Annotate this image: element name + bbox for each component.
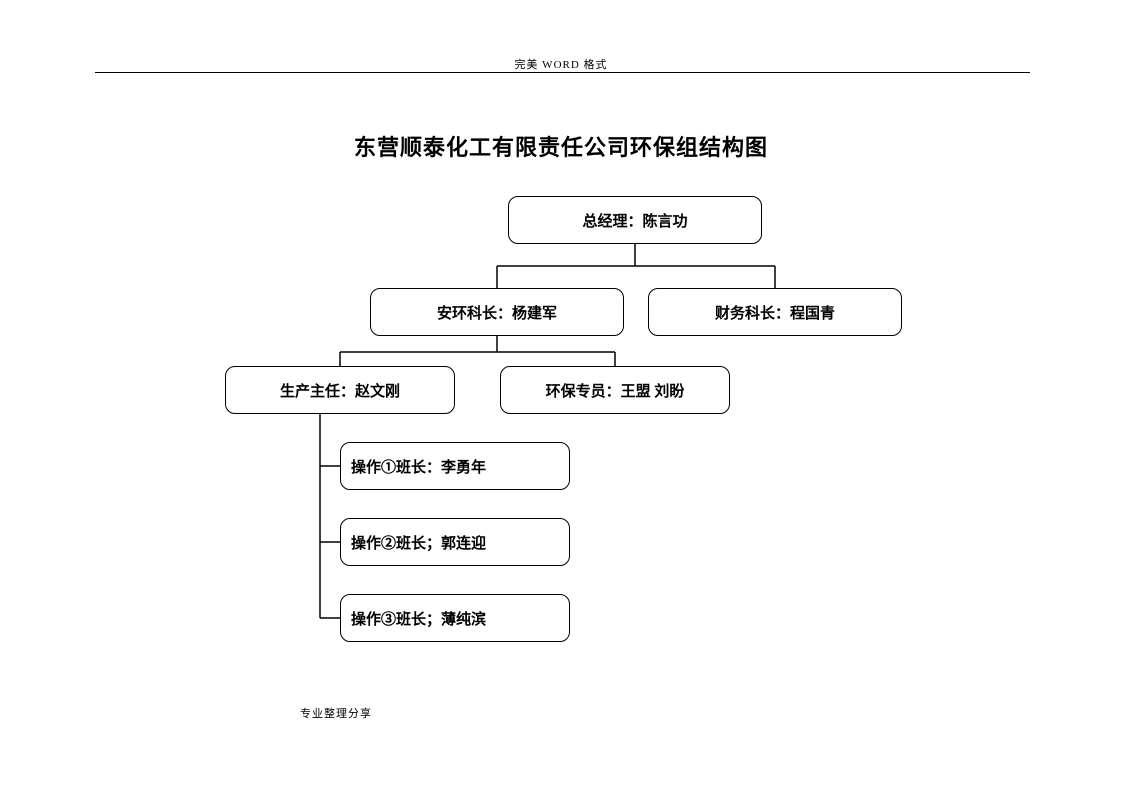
- page: 完美 WORD 格式 东营顺泰化工有限责任公司环保组结构图 总经理：陈言功 安环…: [0, 0, 1122, 793]
- node-operator-3: 操作③班长；薄纯滨: [340, 594, 570, 642]
- page-title: 东营顺泰化工有限责任公司环保组结构图: [0, 130, 1122, 162]
- node-safety-chief: 安环科长：杨建军: [370, 288, 624, 336]
- node-production-director: 生产主任：赵文刚: [225, 366, 455, 414]
- page-header: 完美 WORD 格式: [0, 56, 1122, 72]
- node-general-manager: 总经理：陈言功: [508, 196, 762, 244]
- page-footer: 专业整理分享: [300, 705, 372, 721]
- node-operator-1: 操作①班长：李勇年: [340, 442, 570, 490]
- node-operator-2: 操作②班长；郭连迎: [340, 518, 570, 566]
- node-env-specialist: 环保专员：王盟 刘盼: [500, 366, 730, 414]
- node-finance-chief: 财务科长：程国青: [648, 288, 902, 336]
- header-rule: [95, 72, 1030, 73]
